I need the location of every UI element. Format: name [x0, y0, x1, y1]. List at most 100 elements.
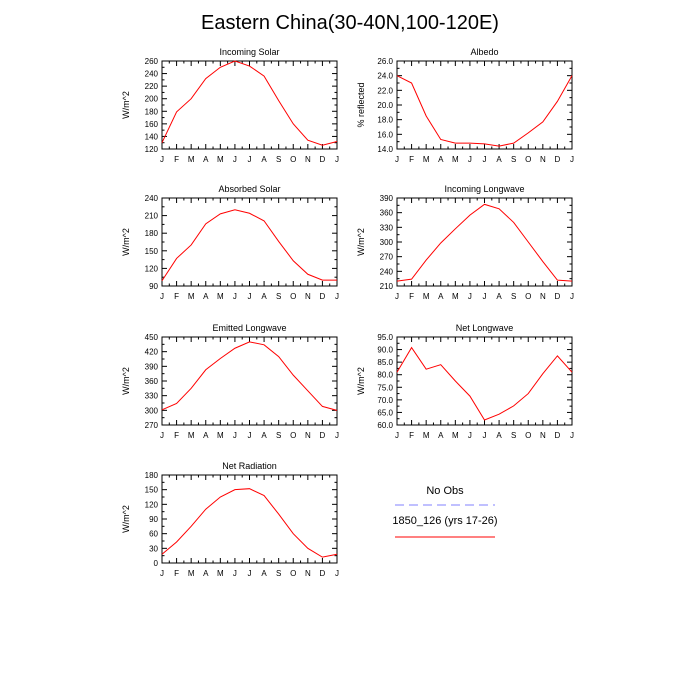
chart-title: Emitted Longwave	[212, 323, 286, 333]
x-tick-label: O	[525, 155, 531, 164]
plot-frame	[161, 60, 338, 150]
x-tick-label: O	[290, 431, 296, 440]
x-tick-label: D	[555, 155, 561, 164]
y-tick-label: 120	[145, 264, 159, 273]
x-tick-label: O	[525, 431, 531, 440]
chart-title: Absorbed Solar	[218, 184, 280, 194]
x-tick-label: F	[174, 569, 179, 578]
x-tick-label: N	[305, 292, 311, 301]
y-tick-label: 360	[145, 377, 159, 386]
x-tick-label: M	[452, 155, 459, 164]
x-tick-label: J	[483, 155, 487, 164]
x-tick-label: A	[438, 155, 444, 164]
y-tick-label: 330	[145, 392, 159, 401]
y-tick-label: 60.0	[377, 421, 393, 430]
y-tick-label: 180	[145, 229, 159, 238]
y-tick-label: 210	[145, 212, 159, 221]
x-tick-label: J	[483, 292, 487, 301]
x-tick-label: O	[290, 569, 296, 578]
y-tick-label: 330	[380, 223, 394, 232]
x-tick-label: J	[233, 292, 237, 301]
y-tick-label: 65.0	[377, 408, 393, 417]
y-axis-label: W/m^2	[121, 228, 131, 256]
series-line	[396, 346, 573, 421]
y-tick-label: 240	[145, 70, 159, 79]
x-tick-label: J	[233, 569, 237, 578]
x-tick-label: M	[423, 431, 430, 440]
x-tick-label: A	[438, 431, 444, 440]
x-tick-label: S	[511, 292, 516, 301]
y-tick-label: 220	[145, 82, 159, 91]
x-tick-label: A	[203, 431, 209, 440]
x-tick-label: J	[395, 292, 399, 301]
x-tick-label: J	[160, 431, 164, 440]
x-tick-label: F	[409, 155, 414, 164]
y-tick-label: 270	[145, 421, 159, 430]
x-tick-label: J	[335, 292, 339, 301]
chart-title: Albedo	[470, 47, 498, 57]
y-tick-label: 200	[145, 95, 159, 104]
y-tick-label: 14.0	[377, 145, 393, 154]
y-axis-label: W/m^2	[356, 228, 366, 256]
series-line	[161, 488, 338, 558]
y-tick-label: 150	[145, 247, 159, 256]
x-tick-label: M	[188, 569, 195, 578]
x-tick-label: M	[452, 431, 459, 440]
y-tick-label: 180	[145, 107, 159, 116]
y-tick-label: 360	[380, 209, 394, 218]
x-tick-label: M	[188, 155, 195, 164]
y-tick-label: 90.0	[377, 346, 393, 355]
plot-frame	[161, 197, 338, 287]
y-tick-label: 120	[145, 500, 159, 509]
x-tick-label: S	[511, 431, 516, 440]
chart-title: Incoming Solar	[219, 47, 279, 57]
y-axis-label: W/m^2	[121, 91, 131, 119]
x-tick-label: N	[540, 155, 546, 164]
x-tick-label: J	[160, 569, 164, 578]
y-tick-label: 16.0	[377, 130, 393, 139]
x-tick-label: O	[290, 155, 296, 164]
x-tick-label: D	[320, 431, 326, 440]
x-tick-label: J	[570, 431, 574, 440]
y-tick-label: 160	[145, 120, 159, 129]
x-tick-label: J	[335, 155, 339, 164]
y-tick-label: 20.0	[377, 101, 393, 110]
y-tick-label: 180	[145, 471, 159, 480]
x-tick-label: J	[248, 431, 252, 440]
y-tick-label: 60	[149, 530, 158, 539]
y-tick-label: 18.0	[377, 116, 393, 125]
x-tick-label: D	[555, 292, 561, 301]
y-tick-label: 300	[380, 238, 394, 247]
legend-label: No Obs	[426, 485, 464, 497]
y-tick-label: 420	[145, 348, 159, 357]
x-tick-label: M	[452, 292, 459, 301]
plot-frame	[396, 60, 573, 150]
x-tick-label: J	[233, 431, 237, 440]
y-tick-label: 450	[145, 333, 159, 342]
chart-title: Net Radiation	[222, 461, 277, 471]
x-tick-label: A	[496, 431, 502, 440]
x-tick-label: O	[290, 292, 296, 301]
x-tick-label: M	[423, 292, 430, 301]
y-tick-label: 270	[380, 253, 394, 262]
x-tick-label: O	[525, 292, 531, 301]
y-tick-label: 260	[145, 57, 159, 66]
x-tick-label: N	[305, 155, 311, 164]
x-tick-label: J	[395, 431, 399, 440]
x-tick-label: A	[261, 569, 267, 578]
y-tick-label: 390	[145, 362, 159, 371]
y-tick-label: 80.0	[377, 371, 393, 380]
x-tick-label: J	[570, 155, 574, 164]
x-tick-label: M	[217, 292, 224, 301]
x-tick-label: S	[276, 292, 281, 301]
x-tick-label: A	[261, 431, 267, 440]
x-tick-label: J	[248, 292, 252, 301]
x-tick-label: M	[188, 431, 195, 440]
y-tick-label: 210	[380, 282, 394, 291]
x-tick-label: F	[409, 292, 414, 301]
x-tick-label: F	[174, 431, 179, 440]
